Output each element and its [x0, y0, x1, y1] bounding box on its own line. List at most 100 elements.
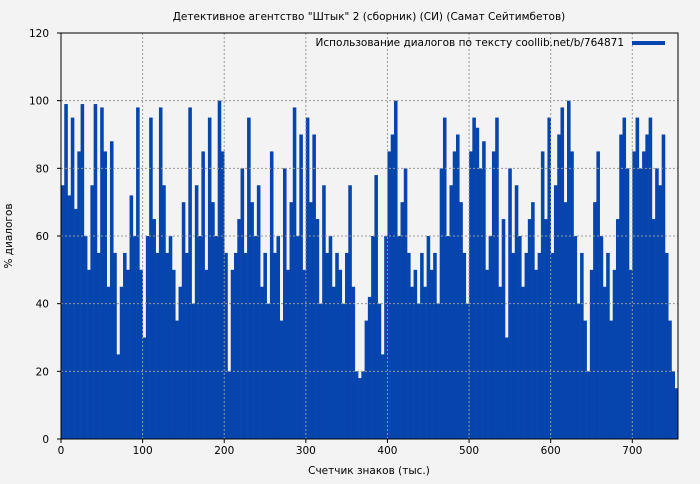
- bar: [247, 117, 251, 439]
- bar: [602, 286, 607, 439]
- bar: [459, 202, 463, 439]
- x-tick-label: 200: [214, 445, 234, 457]
- bar: [599, 236, 604, 439]
- bar: [331, 286, 336, 439]
- bar: [567, 100, 571, 440]
- bar: [478, 168, 483, 440]
- bar: [237, 219, 241, 439]
- bar: [560, 107, 565, 439]
- bar: [632, 151, 636, 439]
- bar: [472, 117, 476, 439]
- bar: [606, 252, 610, 439]
- bar: [286, 269, 290, 439]
- bar: [292, 107, 297, 439]
- bar: [514, 185, 519, 439]
- bar: [615, 219, 620, 439]
- bar: [123, 252, 127, 439]
- bar: [103, 151, 108, 439]
- bar: [354, 371, 359, 439]
- bar: [504, 337, 509, 439]
- bar: [100, 107, 104, 439]
- bar: [661, 134, 666, 439]
- bar: [273, 252, 277, 439]
- x-tick-label: 400: [377, 445, 397, 457]
- bar: [168, 236, 173, 439]
- bar: [387, 151, 392, 439]
- legend-label: Использование диалогов по тексту coollib…: [316, 37, 624, 49]
- bar: [266, 303, 271, 439]
- x-tick-label: 0: [58, 445, 65, 457]
- chart-title: Детективное агентство "Штык" 2 (сборник)…: [173, 11, 566, 23]
- bar: [648, 117, 653, 439]
- bar: [544, 219, 548, 439]
- bar: [158, 107, 163, 439]
- bar: [149, 117, 153, 439]
- bar: [498, 286, 503, 439]
- bar: [420, 252, 424, 439]
- bar: [380, 354, 385, 439]
- bar: [67, 195, 72, 439]
- bar: [625, 168, 630, 440]
- bar: [207, 117, 212, 439]
- bar: [309, 202, 313, 439]
- bar: [276, 236, 281, 439]
- bar: [593, 202, 597, 439]
- y-tick-label: 120: [29, 28, 49, 40]
- bar: [384, 236, 388, 439]
- bar: [573, 236, 578, 439]
- bar: [488, 236, 493, 439]
- bar: [312, 134, 316, 439]
- bar: [152, 219, 156, 439]
- bar: [116, 354, 121, 439]
- bar: [619, 134, 623, 439]
- bar: [61, 185, 65, 439]
- bar: [318, 303, 323, 439]
- bar: [90, 185, 94, 439]
- bar: [361, 371, 365, 439]
- bar: [358, 378, 362, 439]
- bar: [390, 134, 395, 439]
- bar: [485, 269, 489, 439]
- x-axis-label: Счетчик знаков (тыс.): [308, 465, 430, 477]
- bar: [165, 252, 170, 439]
- bar: [243, 252, 248, 439]
- bar: [423, 286, 427, 439]
- bar: [256, 185, 261, 439]
- bar: [511, 252, 516, 439]
- y-tick-label: 0: [42, 434, 49, 446]
- bar: [609, 320, 614, 439]
- y-axis: 0 20 40 60 80 100 120: [29, 28, 61, 446]
- bar: [328, 236, 333, 439]
- bar: [550, 252, 555, 439]
- bar: [315, 219, 320, 439]
- bar: [583, 320, 587, 439]
- grid: [61, 33, 678, 439]
- x-tick-label: 500: [459, 445, 479, 457]
- bar: [589, 269, 594, 439]
- bar: [119, 286, 124, 439]
- y-tick-label: 40: [36, 299, 49, 311]
- bar: [527, 219, 532, 439]
- bar: [305, 117, 310, 439]
- bar: [400, 202, 405, 439]
- bar: [217, 100, 222, 440]
- bar: [109, 141, 114, 439]
- bar: [651, 219, 656, 439]
- bar: [351, 286, 356, 439]
- bar: [80, 104, 85, 440]
- bar: [534, 269, 538, 439]
- bar: [442, 117, 447, 439]
- bar: [482, 141, 486, 439]
- bar: [655, 168, 659, 440]
- x-tick-label: 600: [541, 445, 561, 457]
- bar: [345, 252, 349, 439]
- bar: [674, 388, 679, 439]
- x-tick-label: 700: [622, 445, 642, 457]
- bar: [338, 269, 343, 439]
- bar: [426, 236, 431, 439]
- bar: [325, 252, 329, 439]
- bar: [171, 269, 176, 439]
- x-tick-label: 100: [133, 445, 153, 457]
- bar: [214, 236, 218, 439]
